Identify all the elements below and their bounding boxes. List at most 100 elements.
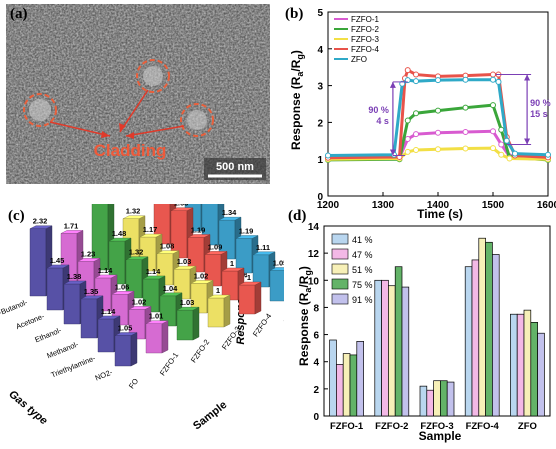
panel-a: Cladding 500 nm (a) [6,4,270,184]
c-bar-side [161,320,169,354]
c-bar-top [170,207,194,211]
b-annot-right-2: 15 s [530,109,548,119]
humidity-bar-chart: Response (Ra/Rg) Sample 02468101214FZFO-… [297,222,551,443]
c-bar-value: 1.17 [143,225,158,234]
sem-image: Cladding 500 nm [6,4,270,184]
c-bar-side [130,332,138,367]
d-ytick-label: 4 [313,358,319,369]
c-bar-top [156,250,180,254]
c-bar-value: 1.63 [174,204,189,208]
panel-a-label: (a) [10,6,28,22]
d-ytick-label: 6 [313,331,319,342]
c-bar-top [77,258,101,262]
d-legend-label: 47 % [352,250,373,260]
arrows [49,89,185,137]
c-bar-top [176,306,200,311]
c-bar-value: 1.71 [64,221,79,230]
d-bar [471,259,480,417]
c-bar-value: 1.19 [191,225,206,234]
c-bar-top [108,237,132,242]
d-ytick-label: 10 [308,276,320,287]
d-bar [336,364,344,417]
d-bar [510,313,518,417]
b-ytick-label: 1 [317,155,323,166]
d-bar [394,266,403,417]
c-bar-side [223,294,231,328]
c-bar-value: 1.14 [98,266,113,275]
c-bar-top [122,215,146,219]
c-bar-side [192,306,200,341]
b-xtick-label: 1400 [427,200,450,211]
c-bar-front [97,318,115,353]
c-bar-value: 2.32 [33,217,48,226]
panel-c-label: (c) [8,208,25,224]
b-ytick-label: 2 [317,118,323,129]
c-bar-value: 1.06 [115,282,130,291]
b-series-point [404,135,411,142]
d-xtick-label: FZFO-2 [375,421,408,432]
c-bar-value: 1.05 [118,324,133,333]
d-bar [446,381,455,417]
c-bar-front [29,228,47,297]
c-bar-front [145,323,163,354]
c-sample-label: FZFO-2 [189,338,211,365]
b-series-line [327,103,549,162]
c-bar-value: 1.05 [273,259,284,268]
d-bar [523,309,532,417]
c-bar-top [159,292,183,297]
b-series-point [495,78,502,85]
c-bar-value: 1.14 [146,267,161,276]
d-bar [433,380,441,417]
c-bar-top [60,230,84,234]
c-bar-top [142,275,166,280]
c-bar-value: 1.02 [194,271,209,280]
c-bar-value: 1.03 [180,298,195,307]
b-legend-label: ZFO [351,55,367,64]
c-gas-label: Triethylamine- [50,353,98,379]
c-bar-front [207,297,225,328]
c-bar-value: 1.38 [67,272,82,281]
d-ytick-label: 0 [313,412,319,423]
d-bar [478,237,486,417]
d-ytick-label: 2 [313,385,319,396]
c-bar-top [29,225,53,229]
c-bar-top [114,332,138,336]
c-bar-top [46,264,70,269]
c-bar-value: 1.03 [177,257,192,266]
c-bar-front [46,267,64,311]
b-xtick-label: 1300 [372,200,395,211]
d-ytick-label: 12 [308,249,320,260]
c-bar-top [252,251,276,256]
c-bar-value: 1.32 [126,207,141,216]
c-bar-value: 1.19 [239,226,254,235]
c-bar-top [145,320,169,324]
c-xlabel: Gas type [6,388,49,427]
c-bar-value: 1.09 [208,242,223,251]
b-series-point [399,80,406,87]
cluster-highlight-3 [180,103,214,137]
d-bar [530,322,538,417]
c-gas-label: Acetone- [15,311,47,331]
d-xtick-label: FZFO-1 [330,421,364,432]
c-bar-top [235,235,259,239]
b-recovery-arrowhead [524,138,531,145]
b-series-point [490,76,496,83]
d-bar [485,241,493,417]
d-legend-label: 91 % [352,295,373,305]
d-bar [492,254,500,417]
c-bar-value: 1.11 [256,243,270,252]
c-bar-top [218,216,242,221]
b-xlabel: Time (s) [417,207,463,221]
b-series-point [413,131,419,138]
c-bar-top [128,306,152,310]
c-bar-value: 1.01 [149,312,164,321]
c-bar-value: 1.08 [160,242,175,251]
d-bar [381,279,389,417]
cluster-highlight-1 [23,93,57,127]
b-series-point [435,146,441,153]
d-legend-swatch [331,293,349,305]
b-ytick-label: 4 [317,45,323,56]
d-legend-label: 75 % [352,280,373,290]
c-gas-label: NO2- [94,367,114,382]
c-bar-front [176,309,194,341]
